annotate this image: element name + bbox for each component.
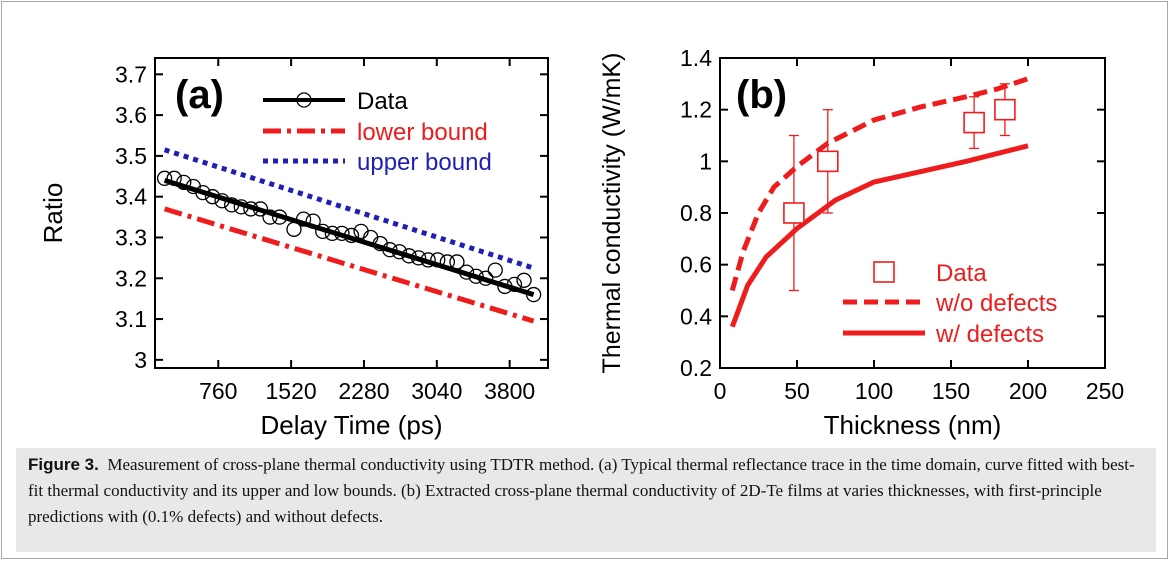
legend-data-marker xyxy=(296,92,312,108)
legend-label: Data xyxy=(936,260,987,287)
figure-caption: Figure 3. Measurement of cross-plane the… xyxy=(28,452,1143,530)
panel-a-ytick-label: 3.2 xyxy=(115,265,147,291)
panel-b-xtick-label: 0 xyxy=(714,378,727,404)
panel-b-ytick-label: 1.2 xyxy=(680,97,712,123)
panel-a-ytick-label: 3.6 xyxy=(115,102,147,128)
panel-b-ylabel: Thermal conductivity (W/mK) xyxy=(598,53,626,374)
panel-a-xtick-label: 760 xyxy=(199,378,237,404)
data-point-square xyxy=(816,150,839,173)
panel-a-ytick-label: 3.7 xyxy=(115,61,147,87)
panel-b-ytick-label: 1 xyxy=(699,148,712,174)
panel-b-xtick-label: 50 xyxy=(784,378,810,404)
data-point xyxy=(353,223,369,240)
w-defects-curve xyxy=(729,143,1029,328)
panel-a-ytick-label: 3.5 xyxy=(115,143,147,169)
panel-a-xtick-label: 1520 xyxy=(266,378,317,404)
panel-a-xtick-label: 3040 xyxy=(411,378,462,404)
data-point xyxy=(156,170,173,186)
legend-label: Data xyxy=(357,88,408,115)
panel-b-ytick-label: 0.2 xyxy=(680,355,712,381)
panel-b-ytick-label: 0.8 xyxy=(680,200,712,226)
best-fit-line xyxy=(163,178,535,297)
data-point xyxy=(487,262,503,278)
panel-b-xtick-label: 100 xyxy=(855,378,893,404)
panel-a-ytick-label: 3.4 xyxy=(115,184,147,210)
caption-background xyxy=(16,448,1156,552)
legend-label: upper bound xyxy=(357,149,492,176)
panel-a-xtick-label: 3800 xyxy=(484,378,535,404)
figure-charts: 760 1520 2280 3040 3800 3 3.1 3.2 3.3 3.4 3.5 3.6 3.… xyxy=(38,45,1124,440)
legend-data-marker xyxy=(873,261,895,283)
panel-b-ytick-label: 0.4 xyxy=(680,303,712,329)
panel-a-plot-frame xyxy=(154,57,549,369)
legend-label: w/ defects xyxy=(935,321,1044,348)
data-point-square xyxy=(963,111,985,134)
legend-label: w/o defects xyxy=(935,290,1057,317)
panel-b-xtick-label: 150 xyxy=(932,378,970,404)
panel-a-xtick-label: 2280 xyxy=(338,378,389,404)
panel-b-ytick-label: 0.6 xyxy=(680,252,712,278)
legend-label: lower bound xyxy=(357,119,488,146)
panel-b-ytick-label: 1.4 xyxy=(680,45,712,71)
panel-b-xtick-label: 250 xyxy=(1086,378,1124,404)
panel-a-ytick-label: 3.1 xyxy=(115,306,147,332)
upper-bound-line xyxy=(163,147,535,271)
caption-text: Measurement of cross-plane thermal condu… xyxy=(28,455,1135,526)
data-point-square xyxy=(994,98,1016,121)
panel-b-xtick-label: 200 xyxy=(1009,378,1047,404)
lower-bound-line xyxy=(163,206,535,324)
data-point-square xyxy=(783,202,805,224)
data-point xyxy=(516,272,532,288)
panel-b-panel-label: (b) xyxy=(736,73,787,117)
panel-b-xlabel: Thickness (nm) xyxy=(824,410,1002,440)
caption-label: Figure 3. xyxy=(28,455,99,474)
panel-a-xlabel: Delay Time (ps) xyxy=(260,410,442,440)
panel-a-panel-label: (a) xyxy=(175,73,224,117)
panel-a-ytick-label: 3.3 xyxy=(115,224,147,250)
panel-a-ytick-label: 3 xyxy=(134,347,147,373)
panel-a-ylabel: Ratio xyxy=(38,183,68,244)
